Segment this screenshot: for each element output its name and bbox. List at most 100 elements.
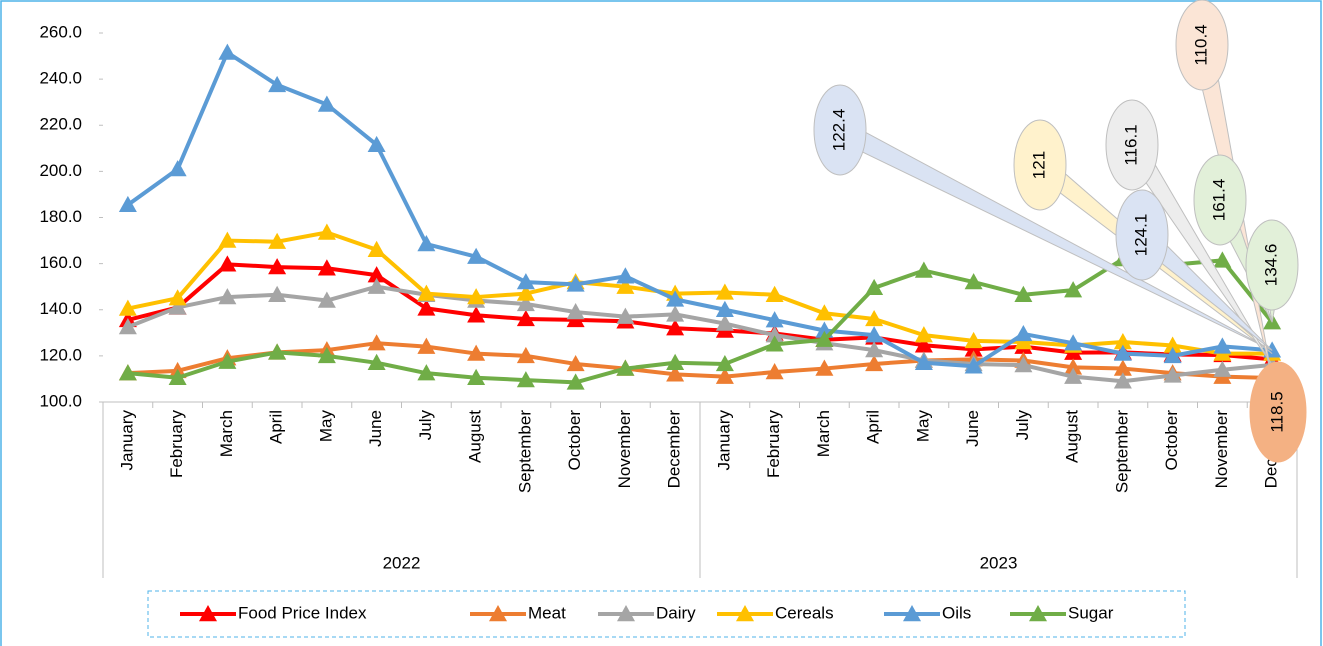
x-tick-label: August <box>1063 410 1082 463</box>
callout-label: 110.4 <box>1191 24 1210 65</box>
x-tick-label: January <box>117 410 136 471</box>
data-point <box>1113 359 1132 376</box>
data-point <box>566 275 585 292</box>
data-point <box>815 359 834 376</box>
x-tick-label: March <box>217 410 236 457</box>
data-point <box>218 352 237 369</box>
data-point <box>1113 372 1132 389</box>
data-point <box>1213 360 1232 377</box>
data-point <box>964 340 983 357</box>
data-point <box>715 283 734 300</box>
data-point <box>765 335 784 352</box>
data-point <box>367 266 386 283</box>
data-point <box>865 341 884 358</box>
callout-bubble <box>813 84 867 176</box>
data-point <box>417 337 436 354</box>
data-point <box>1213 337 1232 354</box>
data-point <box>765 363 784 380</box>
data-point <box>417 284 436 301</box>
data-point <box>268 343 287 360</box>
data-point <box>666 305 685 322</box>
data-point <box>516 346 535 364</box>
data-point <box>467 247 486 264</box>
data-point <box>367 334 386 351</box>
x-tick-label: April <box>267 410 286 444</box>
data-point <box>168 160 187 177</box>
callout-bubble <box>1245 219 1299 311</box>
data-point <box>914 336 933 353</box>
legend-marker <box>1029 605 1047 622</box>
data-point <box>467 306 486 323</box>
x-tick-label: July <box>1013 410 1032 441</box>
data-point <box>666 319 685 336</box>
y-tick-label: 200.0 <box>39 161 82 180</box>
data-point <box>168 298 187 315</box>
series-line <box>127 341 1273 381</box>
data-point <box>417 235 436 252</box>
callout-label: 121 <box>1029 151 1048 179</box>
data-point <box>218 288 237 305</box>
data-point <box>914 326 933 343</box>
data-point <box>715 300 734 317</box>
data-point <box>218 255 237 272</box>
callout-bubble <box>1175 0 1229 91</box>
data-point <box>715 354 734 372</box>
data-point <box>566 303 585 320</box>
series-line <box>127 284 1273 384</box>
data-point <box>1064 358 1083 375</box>
data-point <box>417 299 436 316</box>
x-tick-label: September <box>515 410 534 493</box>
legend-label: Food Price Index <box>238 603 367 622</box>
data-point <box>715 367 734 384</box>
data-point <box>616 307 635 324</box>
data-point <box>865 278 884 296</box>
data-point <box>815 330 834 347</box>
callout-label: 161.4 <box>1209 179 1228 222</box>
data-point <box>317 95 336 112</box>
x-tick-label: May <box>316 410 335 443</box>
data-point <box>118 318 137 335</box>
data-point <box>218 231 237 248</box>
data-point <box>1163 366 1182 383</box>
data-point <box>268 75 287 93</box>
callout-bubble <box>1105 99 1159 191</box>
x-tick-label: July <box>416 410 435 441</box>
callout-bubble <box>1193 154 1247 246</box>
data-point <box>666 353 685 370</box>
x-tick-label: November <box>1212 410 1231 489</box>
legend-label: Cereals <box>775 603 834 622</box>
data-point <box>765 326 784 343</box>
callout-bubble <box>1249 361 1307 463</box>
data-point <box>1014 285 1033 302</box>
data-point <box>516 273 535 290</box>
legend-label: Dairy <box>656 603 696 622</box>
data-point <box>268 258 287 275</box>
data-point <box>118 299 137 316</box>
y-tick-label: 160.0 <box>39 253 82 272</box>
x-tick-label: February <box>167 410 186 479</box>
data-point <box>367 240 386 257</box>
x-tick-label: January <box>714 410 733 471</box>
data-point <box>268 285 287 302</box>
data-point <box>1163 336 1182 353</box>
x-tick-label: December <box>665 410 684 489</box>
legend-marker <box>617 605 635 622</box>
legend-marker <box>199 605 217 622</box>
data-point <box>168 289 187 306</box>
data-point <box>467 288 486 305</box>
x-tick-label: February <box>764 410 783 479</box>
y-tick-label: 100.0 <box>39 391 82 410</box>
data-point <box>118 195 137 213</box>
series-line <box>127 230 1273 356</box>
data-point <box>715 314 734 331</box>
legend-label: Oils <box>942 603 971 622</box>
x-tick-label: April <box>864 410 883 444</box>
data-point <box>467 344 486 361</box>
data-point <box>765 311 784 328</box>
data-point <box>1064 367 1083 384</box>
x-tick-label: October <box>1162 410 1181 471</box>
data-point <box>317 346 336 364</box>
data-point <box>417 364 436 381</box>
data-point <box>616 277 635 294</box>
